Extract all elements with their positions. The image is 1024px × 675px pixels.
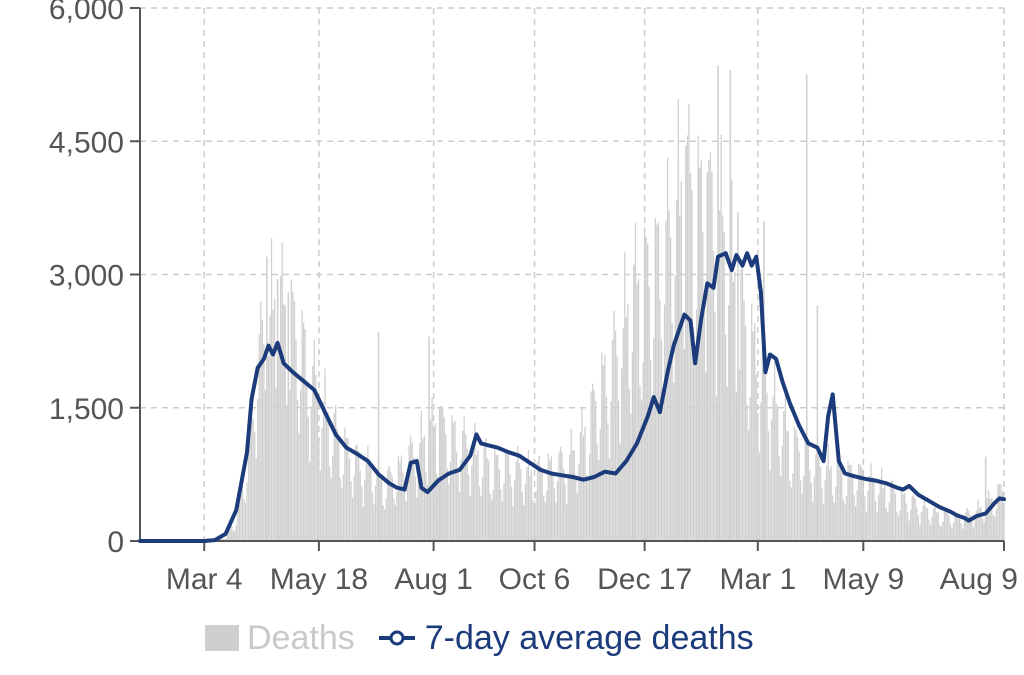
x-tick-label: Oct 6 <box>499 563 571 596</box>
x-tick-label: May 18 <box>270 563 368 596</box>
x-tick-label: Dec 17 <box>597 563 692 596</box>
y-tick-label: 4,500 <box>49 126 124 159</box>
y-tick-label: 3,000 <box>49 260 124 293</box>
average-line <box>138 251 1006 543</box>
x-tick-label: Aug 9 <box>940 563 1018 596</box>
deaths-bars <box>205 65 1005 541</box>
y-tick-label: 0 <box>107 526 124 559</box>
chart-svg: 0 1,500 3,000 4,500 6,000 Mar 4 May 18 Aug 1 Oct… <box>49 0 1018 596</box>
y-tick-label: 6,000 <box>49 0 124 26</box>
legend-item-deaths[interactable]: Deaths <box>205 619 355 658</box>
legend-label-deaths: Deaths <box>247 618 355 657</box>
tick-labels: 0 1,500 3,000 4,500 6,000 Mar 4 May 18 Aug 1 Oct… <box>49 0 1018 596</box>
legend-item-average[interactable]: 7-day average deaths <box>377 619 754 658</box>
x-tick-label: Mar 4 <box>166 563 243 596</box>
x-tick-label: Aug 1 <box>394 563 472 596</box>
x-tick-label: Mar 1 <box>719 563 796 596</box>
x-tick-label: May 9 <box>822 563 904 596</box>
legend: Deaths 7-day average deaths <box>205 612 754 664</box>
axes <box>130 7 1005 551</box>
legend-label-average: 7-day average deaths <box>424 618 754 657</box>
line-marker-icon <box>378 630 415 646</box>
average-deaths-line <box>138 251 1006 543</box>
y-tick-label: 1,500 <box>49 393 124 426</box>
deaths-swatch-icon <box>205 625 239 651</box>
